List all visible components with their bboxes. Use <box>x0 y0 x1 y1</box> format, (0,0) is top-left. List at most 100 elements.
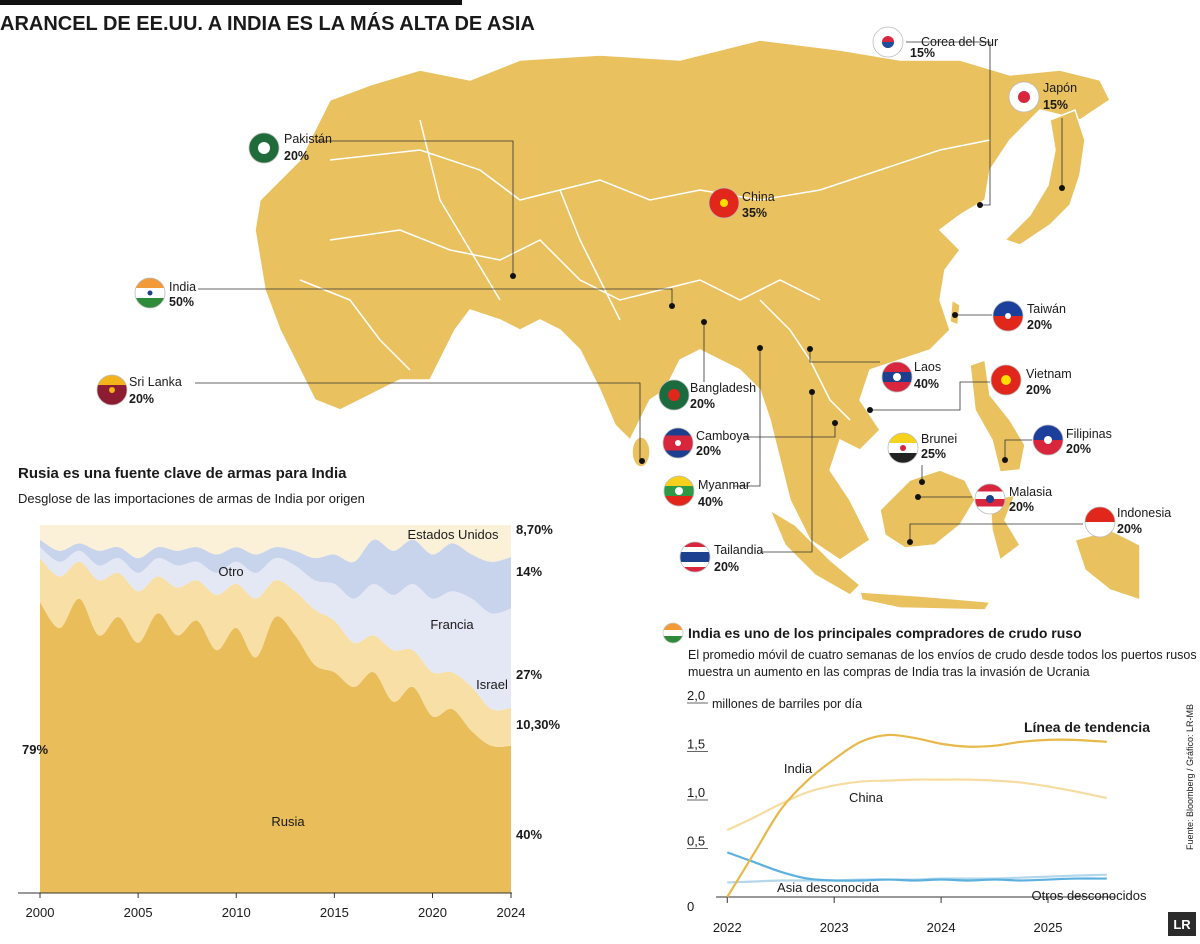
x-tick-label: 2005 <box>124 905 153 920</box>
location-dot <box>757 345 763 351</box>
flag-emblem <box>720 199 728 207</box>
location-dot <box>701 319 707 325</box>
series-label: China <box>849 790 884 805</box>
flag-emblem <box>893 373 901 381</box>
location-dot <box>952 312 958 318</box>
flag-rim <box>679 541 711 573</box>
location-dot <box>807 346 813 352</box>
value-label: 8,70% <box>516 522 553 537</box>
java-shape <box>859 591 992 611</box>
flag-stripe <box>680 567 710 572</box>
flag-rim <box>96 374 128 406</box>
arms-chart: Rusia 79% 40% Otro 10,30% Israel 27% Francia 14%… <box>18 522 561 920</box>
y-tick-label: 1,0 <box>687 785 705 800</box>
x-tick-label: 2000 <box>26 905 55 920</box>
area-band <box>40 558 511 747</box>
y-tick-label: 1,5 <box>687 737 705 752</box>
flag-emblem <box>675 440 681 446</box>
country-name: Brunei <box>921 432 957 446</box>
flag <box>1033 425 1063 455</box>
x-tick-label: 2023 <box>820 920 849 935</box>
flag <box>873 27 903 57</box>
border <box>329 229 821 301</box>
tariff-label: 35% <box>742 206 767 220</box>
country-name: Corea del Sur <box>921 35 998 49</box>
value-label: 27% <box>516 667 542 682</box>
flag-stripe <box>993 316 1023 331</box>
flag <box>709 188 739 218</box>
flag-emblem <box>900 445 906 451</box>
leader-line <box>909 523 1083 542</box>
arms-chart-title: Rusia es una fuente clave de armas para … <box>18 465 347 482</box>
area-band <box>40 525 511 563</box>
leader-line <box>906 41 991 206</box>
flag-stripe <box>993 301 1023 317</box>
japan-shape <box>1003 109 1086 246</box>
country-name: Filipinas <box>1066 427 1112 441</box>
landmass <box>254 39 1111 561</box>
border <box>299 279 411 371</box>
flag-rim <box>658 379 690 411</box>
tariff-label: 20% <box>690 397 715 411</box>
value-label: 79% <box>22 742 48 757</box>
line-series <box>726 733 1107 898</box>
series-label: Estados Unidos <box>407 527 499 542</box>
flag-emblem <box>986 495 994 503</box>
flag-rim <box>248 132 280 164</box>
x-tick-label: 2022 <box>713 920 742 935</box>
value-label: 10,30% <box>516 717 561 732</box>
flag-stripe <box>663 450 693 458</box>
tariff-label: 20% <box>1117 522 1142 536</box>
area-band <box>40 598 511 893</box>
flag <box>1009 82 1039 112</box>
tariff-label: 20% <box>714 560 739 574</box>
location-dot <box>1059 185 1065 191</box>
y-tick-label: 0 <box>687 899 694 914</box>
india-flag-icon <box>662 622 684 644</box>
flag-emblem <box>675 487 683 495</box>
flag-stripe <box>1085 522 1115 537</box>
leader-line <box>870 381 990 411</box>
flag-emblem <box>258 142 270 154</box>
flag-stripe <box>975 484 1005 492</box>
flag-stripe <box>680 562 710 568</box>
flag-emblem <box>882 42 894 48</box>
series-label: India <box>784 761 813 776</box>
flag-stripe <box>1085 507 1115 523</box>
series-label: Rusia <box>271 814 305 829</box>
flag-rim <box>1008 81 1040 113</box>
flag-emblem <box>1001 375 1011 385</box>
flag-emblem <box>109 387 115 393</box>
leader-line <box>760 392 813 553</box>
flag-rim <box>974 483 1006 515</box>
country-name: Malasia <box>1009 485 1052 499</box>
leader-line <box>198 288 673 306</box>
location-dot <box>977 202 983 208</box>
header-bar <box>0 0 462 5</box>
flag-stripe <box>975 506 1005 514</box>
series-label: Asia desconocida <box>777 880 880 895</box>
country-name: China <box>742 190 775 204</box>
logo: LR <box>1173 917 1191 932</box>
tariff-label: 20% <box>1066 442 1091 456</box>
tariff-label: 15% <box>1043 98 1068 112</box>
flag-stripe <box>888 433 918 444</box>
y-tick-label: 2,0 <box>687 688 705 703</box>
flag-stripe <box>664 476 694 487</box>
map <box>254 39 1141 611</box>
map-markers: Corea del Sur15%Japón15%Pakistán20%China… <box>96 26 1171 574</box>
country-name: Bangladesh <box>690 381 756 395</box>
flag-stripe <box>663 428 693 436</box>
flag-stripe <box>882 382 912 392</box>
oil-chart-subtitle: muestra un aumento en las compras de Ind… <box>688 665 1090 679</box>
tariff-label: 20% <box>284 149 309 163</box>
tariff-label: 20% <box>129 392 154 406</box>
location-dot <box>907 539 913 545</box>
country-name: Pakistán <box>284 132 332 146</box>
flag-rim <box>662 427 694 459</box>
y-tick-label: 0,5 <box>687 834 705 849</box>
flag-emblem <box>147 290 153 296</box>
series-label: Otros desconocidos <box>1032 888 1147 903</box>
